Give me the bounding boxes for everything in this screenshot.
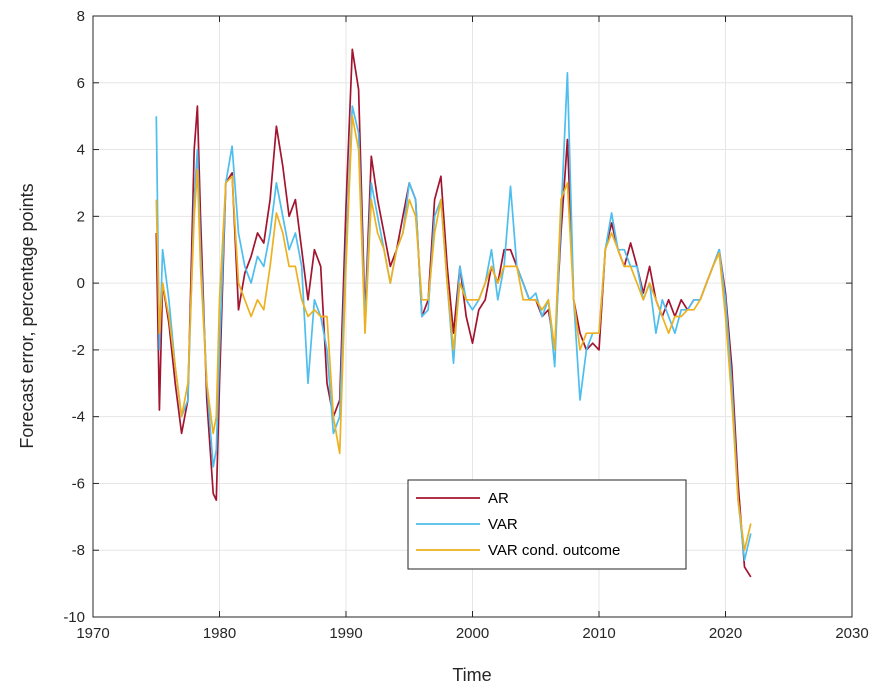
x-tick-labels: 1970 1980 1990 2000 2010 2020 2030 xyxy=(76,16,869,642)
legend-label: VAR cond. outcome xyxy=(488,542,620,559)
y-tick-label: 0 xyxy=(77,275,85,292)
y-tick-label: 4 xyxy=(77,142,85,159)
legend-label: VAR xyxy=(488,516,518,533)
x-tick-label: 1980 xyxy=(203,625,236,642)
series-lines xyxy=(155,48,752,578)
x-tick-label: 2030 xyxy=(835,625,868,642)
y-axis-label: Forecast error, percentage points xyxy=(17,183,37,448)
x-tick-label: 1970 xyxy=(76,625,109,642)
y-tick-label: -10 xyxy=(63,609,85,626)
legend-label: AR xyxy=(488,490,509,507)
series-line-ar xyxy=(155,48,752,578)
y-tick-label: 8 xyxy=(77,8,85,25)
y-tick-label: 6 xyxy=(77,75,85,92)
series-line-var-cond-outcome xyxy=(155,115,752,552)
y-tick-label: -4 xyxy=(72,409,85,426)
y-tick-label: -2 xyxy=(72,342,85,359)
x-tick-label: 1990 xyxy=(329,625,362,642)
y-tick-label: -6 xyxy=(72,475,85,492)
x-tick-label: 2020 xyxy=(709,625,742,642)
y-tick-labels: -10 -8 -6 -4 -2 0 2 4 6 8 xyxy=(63,8,852,626)
legend: AR VAR VAR cond. outcome xyxy=(407,479,687,570)
x-tick-label: 2010 xyxy=(582,625,615,642)
y-tick-label: 2 xyxy=(77,208,85,225)
y-tick-label: -8 xyxy=(72,542,85,559)
x-tick-label: 2000 xyxy=(456,625,489,642)
x-axis-label: Time xyxy=(452,665,491,685)
